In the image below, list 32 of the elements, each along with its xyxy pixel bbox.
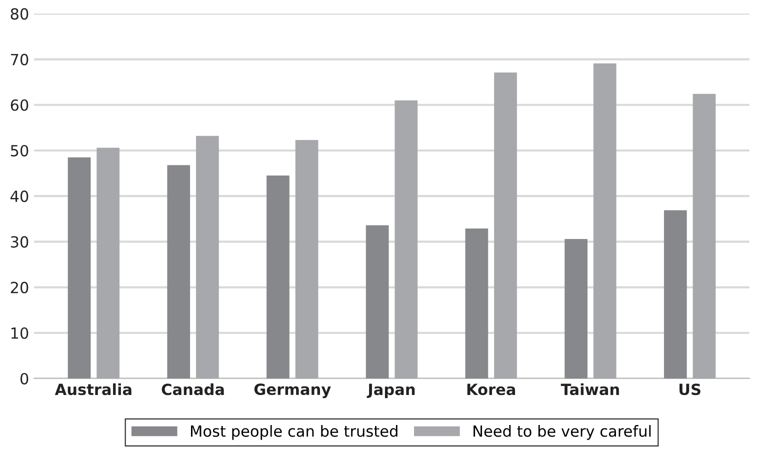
x-tick-label: Taiwan (560, 383, 619, 396)
x-tick-label: Germany (254, 383, 331, 398)
y-tick-label: 20 (10, 282, 28, 294)
y-tick-label: 30 (10, 236, 28, 248)
bar (465, 228, 488, 378)
y-tick-label: 0 (20, 372, 28, 384)
y-tick-label: 40 (10, 190, 28, 202)
bar (196, 136, 219, 378)
x-tick-label: Japan (366, 384, 415, 398)
bar (692, 94, 716, 378)
bar (295, 140, 318, 378)
y-tick-label: 50 (10, 144, 28, 156)
bar (394, 100, 418, 378)
bar (96, 148, 120, 378)
y-tick-label: 60 (10, 99, 28, 111)
x-tick-label: Korea (467, 384, 516, 396)
bar (664, 210, 687, 378)
legend-label: Most people can be trusted (191, 425, 398, 440)
legend-label: Need to be very careful (474, 425, 651, 440)
bar (167, 165, 190, 378)
y-tick-label: 10 (11, 327, 28, 339)
x-tick-label: Canada (162, 383, 224, 396)
y-tick-label: 70 (11, 54, 28, 66)
bar (266, 176, 290, 378)
bar (68, 157, 91, 378)
x-tick-label: Australia (54, 383, 132, 396)
bar (564, 238, 588, 378)
y-tick-label: 80 (10, 8, 28, 20)
bar (366, 225, 389, 378)
bar (494, 72, 517, 378)
bar (593, 63, 616, 378)
x-tick-label: US (680, 384, 700, 396)
